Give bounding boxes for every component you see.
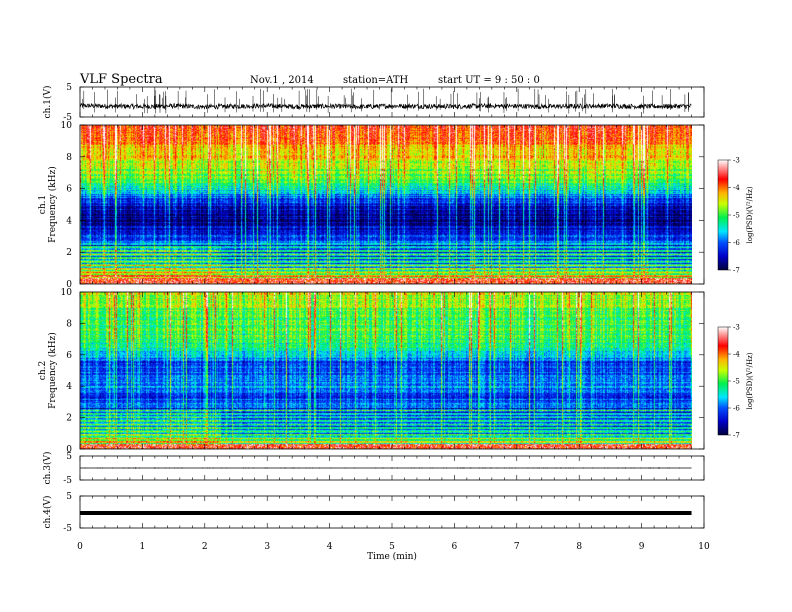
series-ch3-waveform — [80, 467, 692, 469]
x-tick-label: 8 — [576, 542, 582, 552]
waveform-line — [79, 102, 692, 111]
figure-title: VLF Spectra — [79, 72, 163, 87]
y-tick-label: 6 — [66, 351, 72, 361]
y-tick-label: 5 — [66, 83, 72, 93]
colorbar-label: log(PSD)(V²/Hz) — [746, 352, 754, 409]
y-axis-label-2-1: Frequency (kHz) — [47, 332, 58, 409]
x-tick-label: 10 — [698, 542, 710, 552]
x-tick-label: 3 — [264, 542, 270, 552]
x-tick-label: 4 — [327, 542, 333, 552]
panel-frame-1 — [79, 124, 705, 285]
y-axis-label-3: ch.3(V) — [42, 452, 53, 485]
colorbar-tick-label: -7 — [733, 432, 740, 440]
x-tick-label: 2 — [202, 542, 208, 552]
series-ch1-waveform — [79, 88, 692, 114]
x-tick-label: 0 — [77, 542, 83, 552]
y-tick-label: -5 — [63, 476, 72, 486]
y-tick-label: 5 — [66, 452, 72, 462]
y-axis-label-1-1: Frequency (kHz) — [47, 166, 58, 243]
x-tick-label: 6 — [452, 542, 458, 552]
x-axis-title: Time (min) — [367, 551, 417, 562]
y-tick-label: 8 — [66, 153, 72, 163]
x-tick-label: 9 — [639, 542, 645, 552]
y-tick-label: 6 — [66, 185, 72, 195]
spectrogram-image-1 — [80, 125, 692, 284]
y-axis-label-0: ch.1(V) — [42, 86, 53, 119]
y-tick-label: 0 — [66, 445, 72, 455]
y-axis-label-2-0: ch.2 — [38, 361, 48, 380]
start-time-label: start UT = 9 : 50 : 0 — [438, 75, 540, 86]
panel-frame-0 — [79, 86, 705, 118]
panel-frame-2 — [79, 291, 705, 450]
x-axis: 0 1 2 3 4 5 6 7 8 9 10 Time (min) — [77, 542, 710, 562]
y-tick-label: 4 — [66, 216, 72, 226]
colorbar-tick-label: -4 — [733, 184, 740, 192]
y-tick-label: 4 — [66, 382, 72, 392]
colorbar-2 — [717, 326, 729, 436]
y-tick-label: 2 — [66, 414, 72, 424]
station-label: station=ATH — [343, 75, 409, 86]
colorbar-tick-label: -6 — [733, 239, 740, 247]
colorbar-tick-label: -4 — [733, 351, 740, 359]
chart-panels: ch.1(V) 5-5ch.1 Frequency (kHz)0246810-3-4… — [38, 83, 754, 534]
y-tick-label: -5 — [63, 113, 72, 123]
y-tick-label: 5 — [66, 492, 72, 502]
colorbar-label: log(PSD)(V²/Hz) — [746, 186, 754, 243]
x-tick-label: 7 — [514, 542, 520, 552]
y-axis-label-4: ch.4(V) — [42, 496, 53, 529]
x-tick-label: 1 — [140, 542, 146, 552]
colorbar-tick-label: -7 — [733, 267, 740, 275]
y-tick-label: 10 — [61, 121, 73, 131]
colorbar-tick-label: -5 — [733, 378, 740, 386]
y-tick-label: 8 — [66, 319, 72, 329]
y-tick-label: 2 — [66, 248, 72, 258]
y-tick-label: -5 — [63, 524, 72, 534]
colorbar-tick-label: -3 — [733, 157, 740, 165]
y-tick-label: 0 — [66, 280, 72, 290]
spectrogram-image-2 — [80, 292, 692, 449]
x-tick-label: 5 — [389, 542, 395, 552]
date-label: Nov.1 , 2014 — [250, 75, 314, 86]
colorbar-tick-label: -3 — [733, 324, 740, 332]
y-tick-label: 10 — [61, 288, 73, 298]
colorbar-tick-label: -6 — [733, 405, 740, 413]
y-axis-label-1-0: ch.1 — [38, 195, 48, 214]
colorbar-1 — [717, 159, 729, 271]
colorbar-tick-label: -5 — [733, 212, 740, 220]
